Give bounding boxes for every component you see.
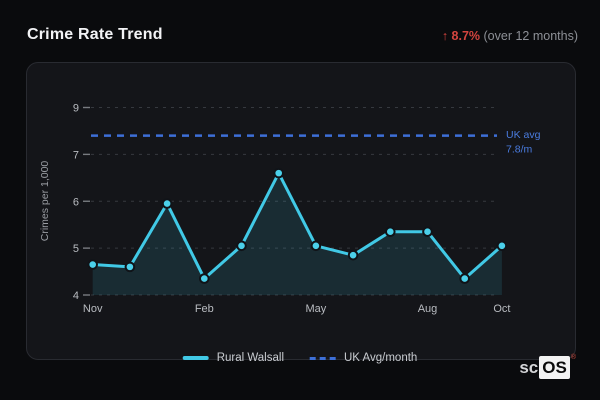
chart-card: 9 7 6 5 4 UK avg 7.8/m Nov Feb May Aug Oct Crimes pe… bbox=[26, 62, 576, 360]
y-tick-label: 4 bbox=[73, 290, 79, 302]
data-point[interactable] bbox=[422, 226, 433, 238]
logo-prefix: sc bbox=[519, 358, 539, 377]
data-point[interactable] bbox=[199, 273, 210, 284]
dashed-line-swatch-icon bbox=[310, 356, 336, 360]
legend-item-rural-walsall[interactable]: Rural Walsall bbox=[182, 352, 284, 364]
delta-value: ↑ 8.7% bbox=[441, 29, 481, 43]
data-point[interactable] bbox=[347, 249, 359, 261]
registered-mark-icon: ® bbox=[570, 354, 576, 361]
x-tick-label: Aug bbox=[418, 303, 438, 315]
data-point[interactable] bbox=[87, 259, 98, 270]
y-tick-label: 5 bbox=[73, 243, 79, 255]
x-tick-label: Oct bbox=[493, 303, 510, 315]
chart-legend: Rural Walsall UK Avg/month bbox=[182, 352, 417, 364]
uk-avg-annotation-line2: 7.8/m bbox=[506, 144, 533, 156]
data-point[interactable] bbox=[310, 240, 322, 252]
x-tick-label: Feb bbox=[195, 303, 214, 315]
uk-avg-annotation-line1: UK avg bbox=[506, 129, 541, 141]
y-axis-title: Crimes per 1,000 bbox=[39, 161, 51, 242]
legend-label: Rural Walsall bbox=[216, 352, 284, 364]
y-tick-label: 6 bbox=[73, 196, 79, 208]
series-area-fill bbox=[92, 173, 502, 295]
x-tick-label: Nov bbox=[83, 303, 103, 315]
solid-line-swatch-icon bbox=[182, 356, 209, 360]
series-line bbox=[91, 171, 504, 281]
delta-caption: (over 12 months) bbox=[483, 29, 578, 43]
data-point[interactable] bbox=[273, 167, 284, 179]
data-point[interactable] bbox=[161, 198, 173, 209]
x-tick-label: May bbox=[306, 303, 327, 315]
data-point[interactable] bbox=[385, 226, 396, 238]
page-title: Crime Rate Trend bbox=[27, 26, 163, 43]
data-point[interactable] bbox=[459, 273, 471, 284]
legend-label: UK Avg/month bbox=[344, 352, 418, 364]
logo-box: OS bbox=[539, 356, 570, 379]
y-tick-label: 9 bbox=[73, 103, 79, 115]
data-point[interactable] bbox=[124, 261, 136, 273]
scos-logo: sc OS ® bbox=[519, 354, 576, 380]
data-point[interactable] bbox=[496, 240, 508, 252]
crime-trend-chart: 9 7 6 5 4 UK avg 7.8/m Nov Feb May Aug Oct Crimes pe… bbox=[39, 103, 541, 316]
y-tick-label: 7 bbox=[73, 149, 79, 161]
data-point[interactable] bbox=[236, 240, 247, 252]
legend-item-uk-avg[interactable]: UK Avg/month bbox=[310, 352, 417, 364]
trend-delta: ↑ 8.7% (over 12 months) bbox=[442, 29, 578, 43]
